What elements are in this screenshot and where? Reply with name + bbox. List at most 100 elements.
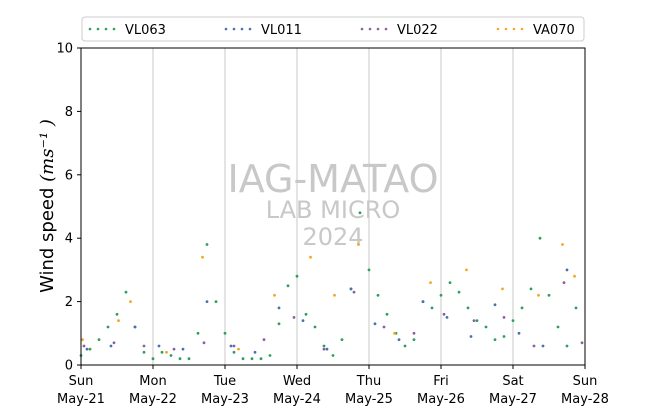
data-point xyxy=(165,350,168,354)
data-point xyxy=(205,243,209,246)
data-point xyxy=(475,319,479,322)
legend-marker xyxy=(512,27,516,31)
legend-marker xyxy=(376,27,380,31)
x-tick-day: Sun xyxy=(573,374,598,389)
data-point xyxy=(229,344,233,348)
data-point xyxy=(109,344,113,348)
legend-marker xyxy=(520,27,524,31)
data-point xyxy=(142,344,146,348)
legend-entry-VL011: VL011 xyxy=(224,23,302,38)
data-point xyxy=(88,347,92,351)
data-point xyxy=(556,325,560,329)
data-point xyxy=(201,255,204,259)
data-point xyxy=(352,290,356,294)
data-point xyxy=(511,319,515,322)
data-point xyxy=(259,357,263,361)
legend-label: VL011 xyxy=(261,23,302,38)
x-tick-date: May-23 xyxy=(201,392,249,407)
data-point xyxy=(157,344,161,348)
data-point xyxy=(169,354,173,357)
data-point xyxy=(547,293,551,297)
data-point xyxy=(273,293,276,297)
x-tick-day: Wed xyxy=(283,374,311,389)
x-tick-day: Sat xyxy=(502,374,523,389)
x-tick-date: May-27 xyxy=(489,392,537,407)
legend-marker xyxy=(504,27,508,31)
data-point xyxy=(439,293,443,297)
data-point xyxy=(85,347,89,351)
data-point xyxy=(232,344,236,348)
x-tick-day: Mon xyxy=(139,374,166,389)
data-point xyxy=(457,290,461,294)
y-tick-label: 2 xyxy=(65,295,73,310)
data-point xyxy=(214,300,218,303)
y-axis-label-text: Wind speed xyxy=(37,188,58,293)
data-point xyxy=(325,347,329,351)
data-point xyxy=(397,338,401,341)
data-point xyxy=(430,306,434,310)
data-point xyxy=(142,350,146,354)
data-point xyxy=(562,281,566,284)
data-point xyxy=(502,335,506,338)
y-tick-label: 0 xyxy=(65,359,73,374)
y-axis: 0 2 4 6 8 10 xyxy=(56,42,81,374)
data-point xyxy=(573,274,576,278)
legend-frame xyxy=(81,16,585,42)
legend-marker xyxy=(232,27,236,31)
data-point xyxy=(466,306,470,310)
data-point xyxy=(295,274,299,278)
data-point xyxy=(429,281,432,284)
data-point xyxy=(529,287,533,291)
data-point xyxy=(465,268,468,272)
watermark: IAG-MATAO LAB MICRO 2024 xyxy=(227,157,438,251)
data-point xyxy=(448,281,452,284)
data-point xyxy=(349,287,353,291)
x-tick-date: May-24 xyxy=(273,392,321,407)
legend-marker xyxy=(368,27,372,31)
data-point xyxy=(517,331,521,335)
y-tick-label: 8 xyxy=(65,105,73,120)
data-point xyxy=(277,306,281,310)
data-point xyxy=(376,293,380,297)
data-point xyxy=(532,344,536,348)
data-point xyxy=(322,347,326,351)
x-tick-date: May-22 xyxy=(129,392,177,407)
data-point xyxy=(262,338,266,341)
data-point xyxy=(286,284,290,288)
legend-marker xyxy=(96,27,100,31)
data-point xyxy=(565,344,569,348)
data-point xyxy=(501,287,504,291)
data-point xyxy=(253,350,257,354)
series-VA070 xyxy=(81,243,576,354)
data-point xyxy=(223,331,227,335)
plot-area-frame xyxy=(80,47,586,366)
data-point xyxy=(301,319,305,322)
data-point xyxy=(493,303,497,307)
legend-entry-VA070: VA070 xyxy=(496,23,575,38)
data-point xyxy=(313,325,317,329)
watermark-year: 2024 xyxy=(302,223,363,251)
data-point xyxy=(565,268,569,272)
x-tick-day: Thu xyxy=(356,374,381,389)
data-point xyxy=(112,341,116,345)
data-point xyxy=(322,344,326,348)
legend-entry-VL022: VL022 xyxy=(360,23,438,38)
data-point xyxy=(205,300,209,303)
data-point xyxy=(160,350,164,354)
series-VL063 xyxy=(79,211,578,361)
legend-marker xyxy=(360,27,364,31)
data-point xyxy=(232,350,236,354)
x-tick-date: May-25 xyxy=(345,392,393,407)
data-point xyxy=(331,354,335,357)
data-point xyxy=(81,338,84,341)
data-point xyxy=(538,236,542,240)
data-point xyxy=(309,255,312,259)
data-point xyxy=(541,344,545,348)
data-point xyxy=(172,347,176,351)
data-point xyxy=(82,344,86,348)
legend-label: VA070 xyxy=(533,23,575,38)
data-point xyxy=(412,331,416,335)
data-point xyxy=(151,357,155,361)
legend: VL063 VL011 VL022 VA070 xyxy=(81,16,585,42)
